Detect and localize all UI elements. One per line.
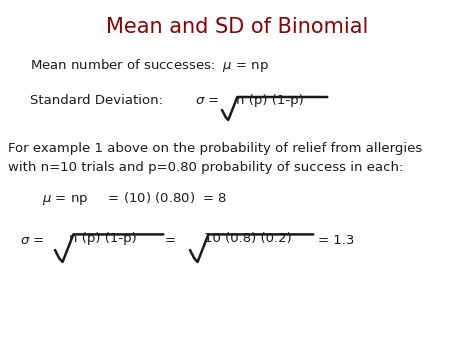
- Text: $\sigma$ =: $\sigma$ =: [20, 234, 44, 247]
- Text: $\sigma$ =: $\sigma$ =: [195, 94, 219, 107]
- Text: Standard Deviation:: Standard Deviation:: [30, 94, 163, 107]
- Text: $\mu$ = np     = (10) (0.80)  = 8: $\mu$ = np = (10) (0.80) = 8: [42, 190, 228, 207]
- Text: =: =: [165, 234, 176, 247]
- Text: Mean number of successes:  $\mu$ = np: Mean number of successes: $\mu$ = np: [30, 57, 269, 74]
- Text: For example 1 above on the probability of relief from allergies
with n=10 trials: For example 1 above on the probability o…: [8, 142, 422, 174]
- Text: = 1.3: = 1.3: [318, 234, 355, 247]
- Text: 10 (0.8) (0.2): 10 (0.8) (0.2): [204, 232, 292, 245]
- Text: Mean and SD of Binomial: Mean and SD of Binomial: [106, 17, 368, 37]
- Text: n (p) (1-p): n (p) (1-p): [69, 232, 137, 245]
- Text: n (p) (1-p): n (p) (1-p): [236, 94, 304, 107]
